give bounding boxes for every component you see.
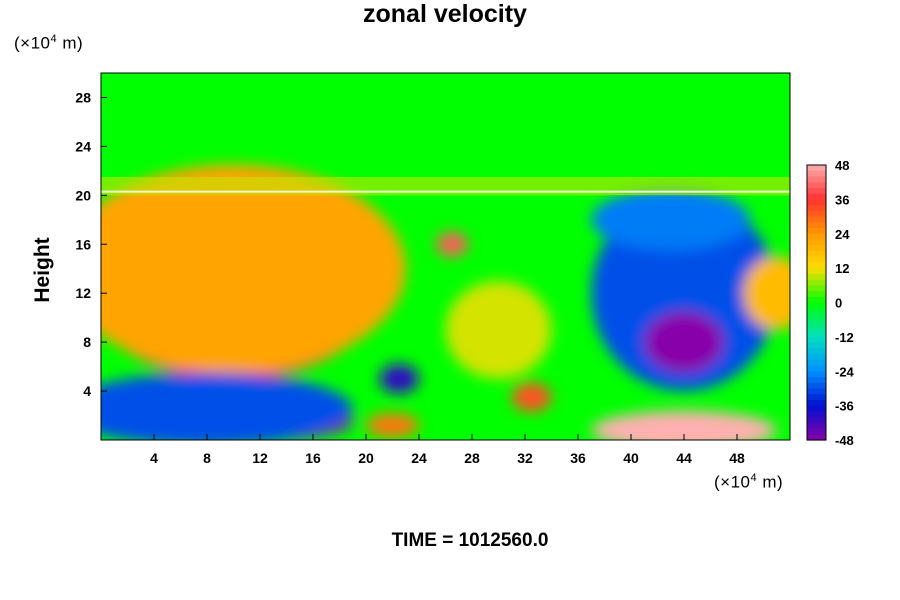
x-tick-label: 48: [729, 450, 745, 466]
colorbar: 48 36 24 12 0 -12 -24 -36 -48: [806, 158, 855, 448]
colorbar-swatch: [807, 291, 826, 298]
y-unit-label: (×104 m): [14, 33, 84, 53]
field-feature: [379, 364, 419, 394]
colorbar-label: -36: [835, 399, 854, 414]
colorbar-swatch: [807, 187, 826, 195]
colorbar-swatch: [807, 342, 826, 349]
colorbar-label: -48: [835, 433, 854, 448]
colorbar-swatch: [807, 354, 826, 361]
colorbar-label: 12: [835, 261, 849, 276]
colorbar-swatch: [807, 382, 826, 390]
chart-title: zonal velocity: [363, 0, 527, 28]
y-tick-label: 20: [75, 187, 91, 203]
colorbar-swatch: [807, 256, 826, 263]
colorbar-label: 48: [835, 158, 849, 173]
x-tick-label: 32: [517, 450, 533, 466]
colorbar-swatch: [807, 262, 826, 269]
colorbar-swatch: [807, 388, 826, 395]
colorbar-swatch: [807, 411, 826, 418]
colorbar-swatch: [807, 193, 826, 200]
field-feature: [445, 280, 552, 379]
colorbar-swatch: [807, 434, 826, 441]
x-tick-label: 40: [623, 450, 639, 466]
colorbar-swatch: [807, 336, 826, 344]
colorbar-swatch: [807, 365, 826, 372]
colorbar-swatch: [807, 233, 826, 241]
colorbar-swatch: [807, 222, 826, 229]
colorbar-swatch: [807, 348, 826, 355]
y-tick-label: 8: [83, 334, 91, 350]
colorbar-swatch: [807, 176, 826, 183]
x-tick-label: 44: [676, 450, 692, 466]
colorbar-swatch: [807, 182, 826, 189]
colorbar-swatch: [807, 399, 826, 407]
colorbar-swatch: [807, 308, 826, 315]
y-tick-label: 28: [75, 89, 91, 105]
plot-frame: [100, 72, 791, 441]
colorbar-swatch: [807, 216, 826, 223]
x-tick-label: 20: [358, 450, 374, 466]
field-feature: [101, 164, 406, 373]
time-footer: TIME = 1012560.0: [391, 530, 549, 551]
colorbar-label: 24: [835, 227, 850, 242]
colorbar-swatch: [807, 165, 826, 172]
colorbar-swatch: [807, 199, 826, 206]
x-tick-label: 28: [464, 450, 480, 466]
colorbar-swatch: [807, 376, 826, 384]
colorbar-label: -12: [835, 330, 854, 345]
colorbar-swatch: [807, 245, 826, 252]
colorbar-frame: [806, 164, 827, 441]
x-tick-label: 4: [150, 450, 158, 466]
colorbar-swatch: [807, 405, 826, 412]
y-tick-label: 12: [75, 285, 91, 301]
colorbar-swatch: [807, 394, 826, 401]
colorbar-swatch: [807, 239, 826, 246]
colorbar-swatch: [807, 205, 826, 212]
field-feature: [511, 382, 552, 412]
field-feature: [436, 232, 469, 257]
colorbar-swatch: [807, 319, 826, 327]
colorbar-swatch: [807, 170, 826, 178]
colorbar-swatch: [807, 268, 826, 275]
field-feature: [591, 410, 777, 440]
colorbar-swatch: [807, 210, 826, 218]
y-tick-label: 24: [75, 138, 91, 154]
colorbar-label: -24: [835, 364, 855, 379]
x-tick-label: 12: [252, 450, 268, 466]
colorbar-swatch: [807, 273, 826, 281]
colorbar-swatch: [807, 285, 826, 292]
field-feature: [591, 189, 751, 251]
colorbar-label: 0: [835, 296, 842, 311]
colorbar-swatch: [807, 228, 826, 235]
colorbar-swatch: [807, 279, 826, 286]
colorbar-swatch: [807, 371, 826, 378]
colorbar-swatch: [807, 313, 826, 321]
colorbar-swatch: [807, 250, 826, 258]
colorbar-swatch: [807, 302, 826, 309]
colorbar-swatch: [807, 331, 826, 338]
x-tick-label: 8: [203, 450, 211, 466]
field-feature: [101, 372, 353, 440]
colorbar-swatch: [807, 417, 826, 424]
x-tick-label: 36: [570, 450, 586, 466]
x-unit-label: (×104 m): [714, 472, 784, 492]
field-feature: [743, 256, 790, 330]
y-tick-label: 4: [83, 383, 91, 399]
colorbar-swatch: [807, 359, 826, 367]
colorbar-label: 36: [835, 192, 849, 207]
x-tick-label: 16: [305, 450, 321, 466]
colorbar-swatch: [807, 428, 826, 435]
colorbar-swatch: [807, 296, 826, 304]
colorbar-swatch: [807, 422, 826, 430]
field-feature: [366, 413, 419, 438]
field-feature: [644, 311, 724, 373]
y-tick-label: 16: [75, 236, 91, 252]
colorbar-swatch: [807, 325, 826, 332]
x-tick-label: 24: [411, 450, 427, 466]
